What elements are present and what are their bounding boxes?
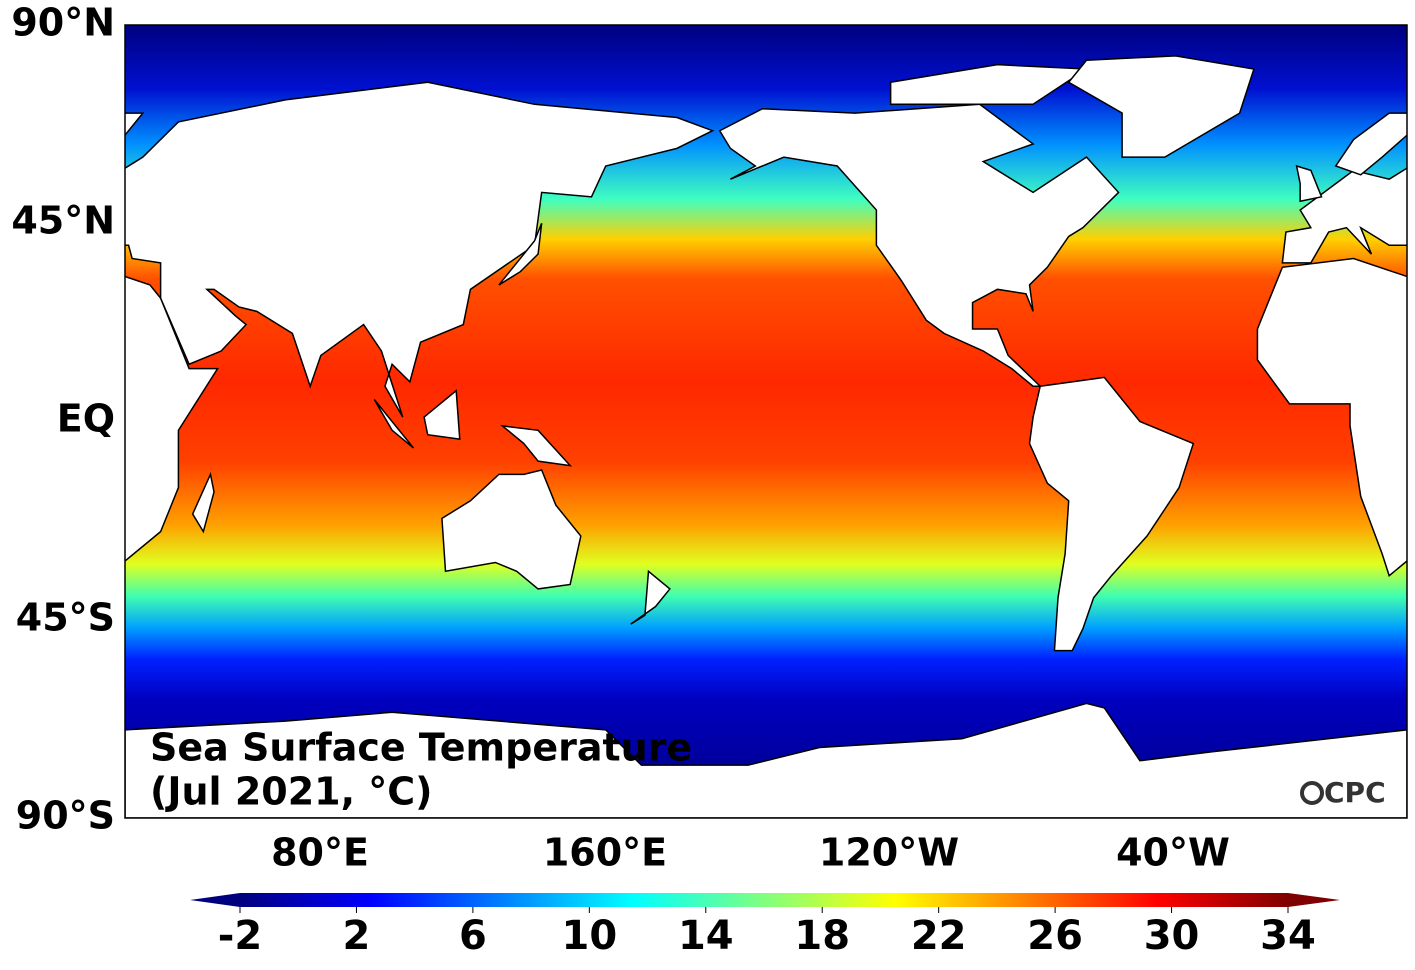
logo-mark — [1300, 781, 1324, 805]
lat-label: 90°N — [11, 1, 115, 45]
colorbar-extend-high — [1288, 893, 1340, 907]
lon-label: 80°E — [271, 831, 369, 875]
landmass — [630, 569, 671, 625]
lat-label: 45°S — [16, 596, 115, 640]
landmass — [1281, 167, 1407, 264]
colorbar: -2 2 6 10 14 18 22 26 30 34 — [190, 893, 1340, 959]
colorbar-tick-label: -2 — [218, 913, 262, 959]
landmass — [15, 166, 40, 201]
lon-label: 40°W — [1116, 831, 1230, 875]
colorbar-tick-label: 2 — [343, 913, 371, 959]
landmass — [373, 399, 415, 449]
colorbar-tick-label: 34 — [1260, 913, 1316, 959]
landmass — [1256, 257, 1407, 577]
lat-label: 90°S — [16, 794, 115, 838]
colorbar-extend-low — [190, 893, 240, 907]
colorbar-tick-label: 14 — [678, 913, 734, 959]
landmass — [1067, 55, 1255, 158]
colorbar-tick-label: 22 — [911, 913, 967, 959]
lon-label: 120°W — [819, 831, 959, 875]
landmass — [125, 81, 715, 418]
landmass — [500, 424, 573, 467]
logo: CPC — [1300, 776, 1386, 809]
colorbar-bar — [240, 893, 1288, 907]
colorbar-tick-label: 6 — [459, 913, 487, 959]
landmass — [125, 275, 219, 562]
landmass — [1028, 376, 1195, 652]
landmass — [498, 222, 543, 286]
lat-label: 45°N — [11, 199, 115, 243]
landmass — [191, 471, 215, 534]
landmass — [718, 103, 1120, 388]
landmass — [1295, 164, 1323, 203]
land — [15, 55, 1407, 818]
colorbar-tick-label: 26 — [1027, 913, 1083, 959]
landmass — [423, 389, 461, 440]
map-frame — [124, 24, 1408, 819]
landmass — [125, 112, 145, 137]
antarctica — [125, 702, 1407, 818]
lon-label: 160°E — [543, 831, 667, 875]
lat-label: EQ — [57, 397, 115, 441]
landmass — [889, 63, 1089, 106]
colorbar-tick-label: 10 — [561, 913, 617, 959]
landmass — [1334, 112, 1407, 176]
title-line: (Jul 2021, °C) — [150, 770, 433, 814]
colorbar-tick-label: 30 — [1144, 913, 1200, 959]
colorbar-tick-label: 18 — [794, 913, 850, 959]
title-line: Sea Surface Temperature — [150, 726, 692, 770]
landmass — [441, 469, 582, 590]
logo-text: CPC — [1324, 776, 1386, 809]
